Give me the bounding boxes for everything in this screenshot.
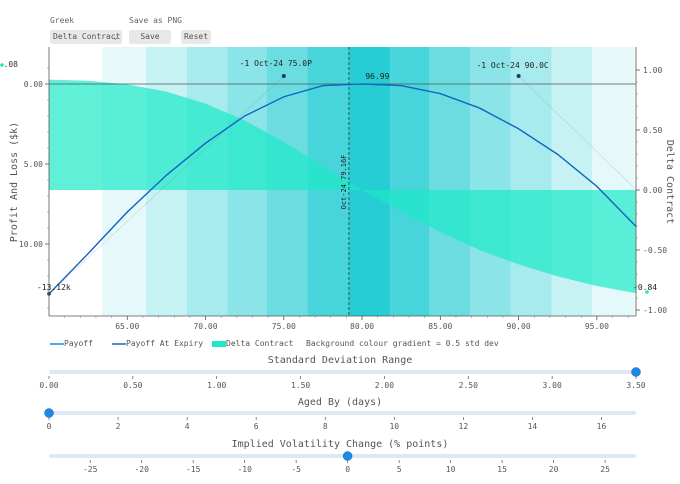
min-pnl-annotation: -13.12k [37, 283, 71, 292]
y-right-tick-label: 0.00 [643, 186, 662, 195]
legend-label-payoff-expiry: Payoff At Expiry [126, 339, 204, 348]
reset-button[interactable]: Reset [181, 30, 211, 44]
slider-tick-label: -15 [186, 465, 201, 474]
y-right-tick-label: -1.00 [643, 306, 667, 315]
x-tick-label: 80.00 [350, 322, 374, 331]
delta-contract-area [49, 79, 636, 294]
put-annotation: -1 Oct-24 75.0P [240, 59, 312, 68]
forward-annotation: Oct-24 79.16F [340, 155, 348, 210]
save-button[interactable]: Save [129, 30, 171, 44]
slider-tick-label: 14 [528, 422, 538, 431]
legend-note: Background colour gradient = 0.5 std dev [306, 339, 499, 348]
aged-by-slider[interactable]: 0 2 4 6 8 10 12 14 16 [0, 407, 680, 437]
y-left-clipped-label: .08 [4, 60, 19, 69]
slider-tick-label: 10 [446, 465, 456, 474]
y-right-tick-label: 0.50 [643, 126, 662, 135]
std-dev-band [429, 47, 471, 316]
slider-tick-label: 2 [116, 422, 121, 431]
std-dev-band [510, 47, 552, 316]
guide-line [48, 75, 284, 295]
greek-select-value: Delta Contract [53, 32, 121, 41]
slider-tick-label: 3.50 [626, 381, 645, 390]
payoff-expiry-line [48, 83, 637, 295]
slider-thumb[interactable] [631, 367, 641, 377]
y-axis-left-label: Profit And Loss ($k) [9, 122, 20, 242]
slider-tick-label: -25 [83, 465, 98, 474]
slider-tick-label: 10 [389, 422, 399, 431]
x-tick-label: 75.00 [272, 322, 296, 331]
slider-tick-label: 8 [323, 422, 328, 431]
y-left-tick-label: 5.00 [24, 160, 43, 169]
slider-tick-label: 16 [597, 422, 607, 431]
greek-select[interactable]: Delta Contract ⌄ [50, 30, 122, 44]
slider-thumb[interactable] [44, 408, 54, 418]
legend-label-payoff: Payoff [64, 339, 93, 348]
delta-end-annotation: -0.84 [633, 283, 657, 292]
x-tick-label: 65.00 [115, 322, 139, 331]
x-tick-label: 85.00 [428, 322, 452, 331]
slider-track[interactable] [49, 370, 636, 374]
slider-tick-label: -20 [134, 465, 149, 474]
iv-change-slider[interactable]: -25 -20 -15 -10 -5 0 5 10 15 20 25 [0, 450, 680, 480]
y-right-tick-label: -0.50 [643, 246, 667, 255]
slider-tick-label: 20 [549, 465, 559, 474]
slider-tick-label: 5 [397, 465, 402, 474]
x-tick-label: 90.00 [507, 322, 531, 331]
slider-tick-label: 15 [497, 465, 507, 474]
slider-tick-label: 2.00 [375, 381, 394, 390]
slider-tick-label: 4 [185, 422, 190, 431]
chevron-down-icon: ⌄ [113, 32, 118, 41]
slider-tick-label: 1.50 [291, 381, 310, 390]
delta-start-marker [0, 63, 4, 67]
delta-end-marker [645, 290, 649, 294]
guide-line [518, 75, 637, 190]
payoff-chart[interactable]: 65.00 70.00 75.00 80.00 85.00 90.00 95.00 0.00 5… [0, 0, 680, 340]
call-marker[interactable] [516, 74, 521, 78]
slider-title-iv: Implied Volatility Change (% points) [231, 439, 449, 450]
slider-track[interactable] [49, 411, 636, 415]
slider-tick-label: 2.50 [459, 381, 478, 390]
legend-item-payoff[interactable]: Payoff [50, 339, 93, 348]
slider-tick-label: 0.00 [39, 381, 58, 390]
put-marker[interactable] [281, 74, 286, 78]
slider-tick-label: 25 [600, 465, 610, 474]
legend-item-delta[interactable]: Delta Contract [212, 339, 293, 348]
slider-tick-label: 0 [47, 422, 52, 431]
save-png-label: Save as PNG [129, 16, 182, 25]
slider-thumb[interactable] [342, 451, 353, 461]
slider-tick-label: 1.00 [207, 381, 226, 390]
slider-title-std: Standard Deviation Range [267, 355, 413, 366]
slider-tick-label: 12 [459, 422, 469, 431]
call-annotation: -1 Oct-24 90.0C [476, 61, 548, 70]
x-tick-label: 70.00 [193, 322, 217, 331]
max-pnl-annotation: 96.99 [365, 72, 389, 81]
slider-tick-label: -10 [237, 465, 252, 474]
std-dev-band [390, 47, 430, 316]
y-left-tick-label: 10.00 [19, 240, 43, 249]
slider-tick-label: 0.50 [123, 381, 142, 390]
std-dev-band [470, 47, 511, 316]
legend-label-delta: Delta Contract [226, 339, 294, 348]
y-left-tick-label: 0.00 [24, 80, 43, 89]
y-right-tick-label: 1.00 [643, 66, 662, 75]
slider-tick-label: 0 [345, 465, 350, 474]
slider-tick-label: 3.00 [543, 381, 562, 390]
slider-title-aged: Aged By (days) [297, 397, 383, 408]
std-dev-slider[interactable]: 0.00 0.50 1.00 1.50 2.00 2.50 3.00 3.50 [0, 366, 680, 396]
slider-tick-label: -5 [291, 465, 301, 474]
greek-label: Greek [50, 16, 75, 25]
std-dev-band [348, 47, 391, 316]
slider-track[interactable] [49, 454, 636, 458]
legend-item-payoff-expiry[interactable]: Payoff At Expiry [112, 339, 203, 348]
x-tick-label: 95.00 [585, 322, 609, 331]
y-axis-right-label: Delta Contract [664, 140, 675, 224]
slider-tick-label: 6 [254, 422, 259, 431]
